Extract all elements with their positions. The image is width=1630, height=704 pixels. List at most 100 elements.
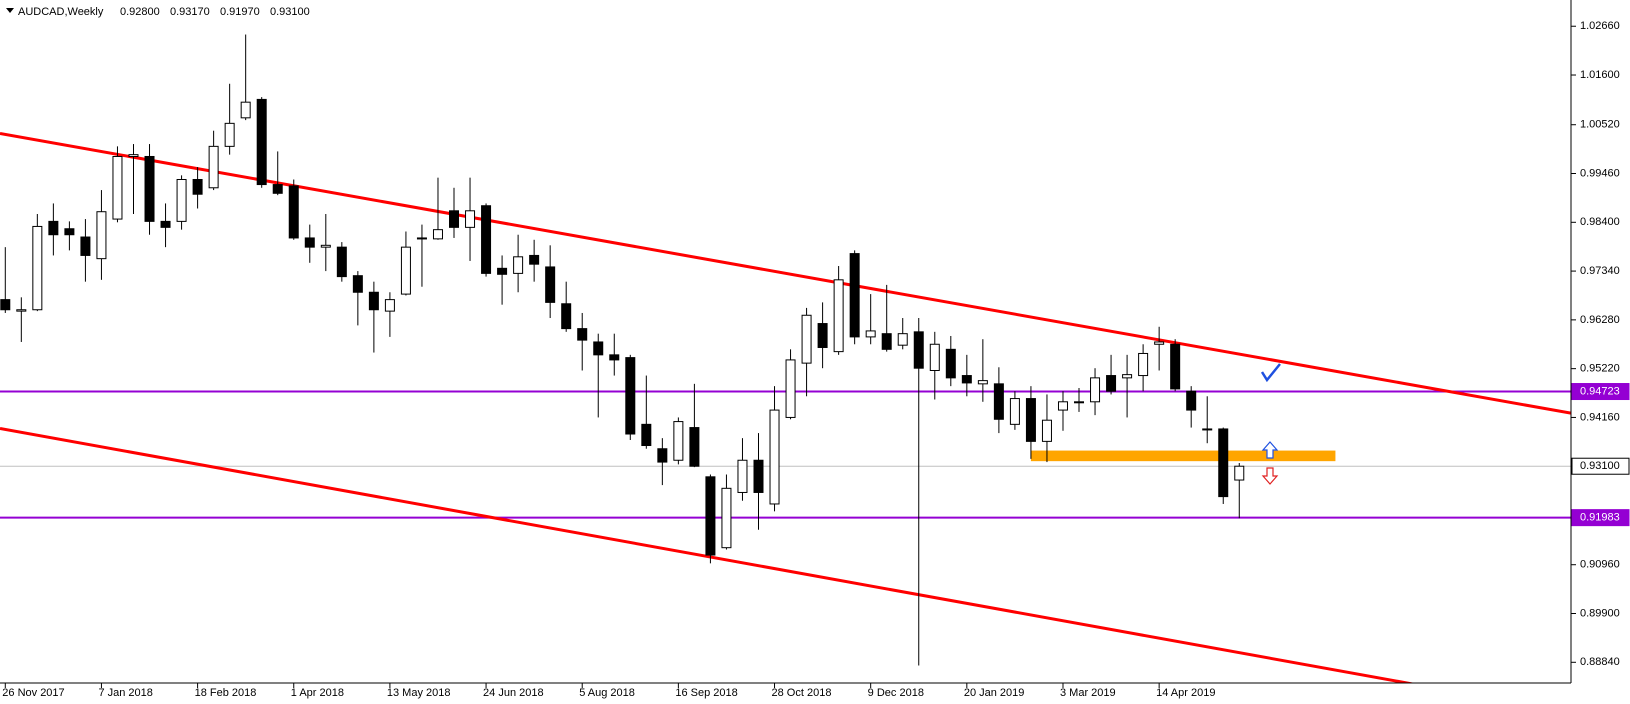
candle-body	[1025, 398, 1036, 442]
candle-body	[112, 155, 123, 220]
candle-body	[449, 210, 460, 228]
candle-body	[0, 299, 11, 311]
symbol: AUDCAD,Weekly	[18, 6, 104, 18]
candle-body	[801, 314, 812, 364]
candle-body	[1218, 428, 1229, 498]
candle-body	[513, 256, 524, 274]
ohlc-close: 0.93100	[270, 6, 310, 18]
y-tick-label: 0.99460	[1580, 167, 1620, 179]
candle-body	[336, 246, 347, 278]
candle-body	[208, 145, 219, 189]
ohlc-open: 0.92800	[120, 6, 160, 18]
candle-body	[352, 275, 363, 293]
trendline	[0, 426, 1416, 683]
candle-body	[144, 155, 155, 222]
candle-body	[1009, 398, 1020, 425]
candle-body	[865, 330, 876, 338]
candle-body	[400, 246, 411, 295]
trendline	[0, 131, 1571, 415]
candle-body	[368, 291, 379, 311]
candle-body	[1170, 343, 1181, 390]
candle-body	[16, 309, 27, 312]
candle-body	[945, 348, 956, 379]
candle-body	[1057, 401, 1068, 411]
candle-body	[545, 266, 556, 303]
x-tick-label: 26 Nov 2017	[2, 687, 64, 699]
y-tick-label: 1.01600	[1580, 69, 1620, 81]
candle-body	[673, 421, 684, 461]
x-tick-label: 24 Jun 2018	[483, 687, 544, 699]
candle-body	[657, 448, 668, 463]
candle-body	[432, 229, 443, 240]
y-tick-label: 0.97340	[1580, 265, 1620, 277]
candle-body	[1074, 401, 1085, 404]
candle-body	[625, 357, 636, 435]
header-arrow	[6, 8, 14, 13]
down-arrow	[1261, 467, 1279, 485]
candle-body	[1041, 419, 1052, 442]
candle-body	[561, 303, 572, 330]
candle-body	[240, 101, 251, 119]
candle-body	[1154, 341, 1165, 345]
up-arrow	[1261, 441, 1279, 459]
y-tick-label: 1.00520	[1580, 119, 1620, 131]
candle-body	[32, 225, 43, 311]
candle-body	[913, 331, 924, 369]
y-tick-label: 1.02660	[1580, 20, 1620, 32]
candle-body	[641, 423, 652, 447]
y-tick-label: 0.89900	[1580, 607, 1620, 619]
x-tick-label: 16 Sep 2018	[675, 687, 737, 699]
candle-body	[192, 178, 203, 195]
y-tick-label: 0.96280	[1580, 314, 1620, 326]
ohlc-high: 0.93170	[170, 6, 210, 18]
annotations	[1260, 363, 1281, 485]
candle-body	[993, 383, 1004, 420]
candle-body	[465, 210, 476, 228]
candle-body	[304, 237, 315, 248]
candle-body	[609, 354, 620, 361]
price-label: 0.94723	[1580, 385, 1620, 397]
candle-body	[577, 328, 588, 341]
y-tick-label: 0.95220	[1580, 363, 1620, 375]
x-tick-label: 7 Jan 2018	[98, 687, 152, 699]
candle-body	[753, 459, 764, 493]
candle-body	[481, 205, 492, 274]
x-tick-label: 14 Apr 2019	[1156, 687, 1215, 699]
candle-body	[881, 333, 892, 350]
x-tick-label: 5 Aug 2018	[579, 687, 635, 699]
candle-body	[1122, 374, 1133, 379]
x-tick-label: 1 Apr 2018	[291, 687, 344, 699]
price-label-box	[1571, 509, 1630, 527]
x-tick-label: 18 Feb 2018	[195, 687, 257, 699]
candle-body	[128, 154, 139, 157]
y-tick-label: 0.90960	[1580, 559, 1620, 571]
candle-body	[721, 487, 732, 549]
candle-body	[1090, 377, 1101, 403]
candle-body	[705, 476, 716, 556]
candle-body	[849, 253, 860, 338]
x-tick-label: 20 Jan 2019	[964, 687, 1025, 699]
candle-body	[1138, 352, 1149, 377]
candle-body	[48, 220, 59, 236]
candle-body	[1234, 465, 1245, 481]
candle-body	[497, 267, 508, 275]
zone	[1030, 450, 1336, 462]
candle-body	[961, 375, 972, 384]
y-tick-label: 0.88840	[1580, 656, 1620, 668]
check-mark	[1260, 363, 1281, 383]
candle-body	[817, 323, 828, 348]
price-label: 0.93100	[1580, 460, 1620, 472]
candle-body	[272, 184, 283, 194]
price-label-box	[1571, 457, 1630, 475]
candle-body	[1186, 390, 1197, 411]
price-label: 0.91983	[1580, 512, 1620, 524]
y-tick-label: 0.98400	[1580, 216, 1620, 228]
candle-body	[977, 380, 988, 385]
candle-body	[1202, 428, 1213, 431]
ohlc-low: 0.91970	[220, 6, 260, 18]
candle-body	[80, 236, 91, 256]
candle-body	[160, 220, 171, 228]
candle-body	[529, 254, 540, 265]
x-tick-label: 3 Mar 2019	[1060, 687, 1116, 699]
